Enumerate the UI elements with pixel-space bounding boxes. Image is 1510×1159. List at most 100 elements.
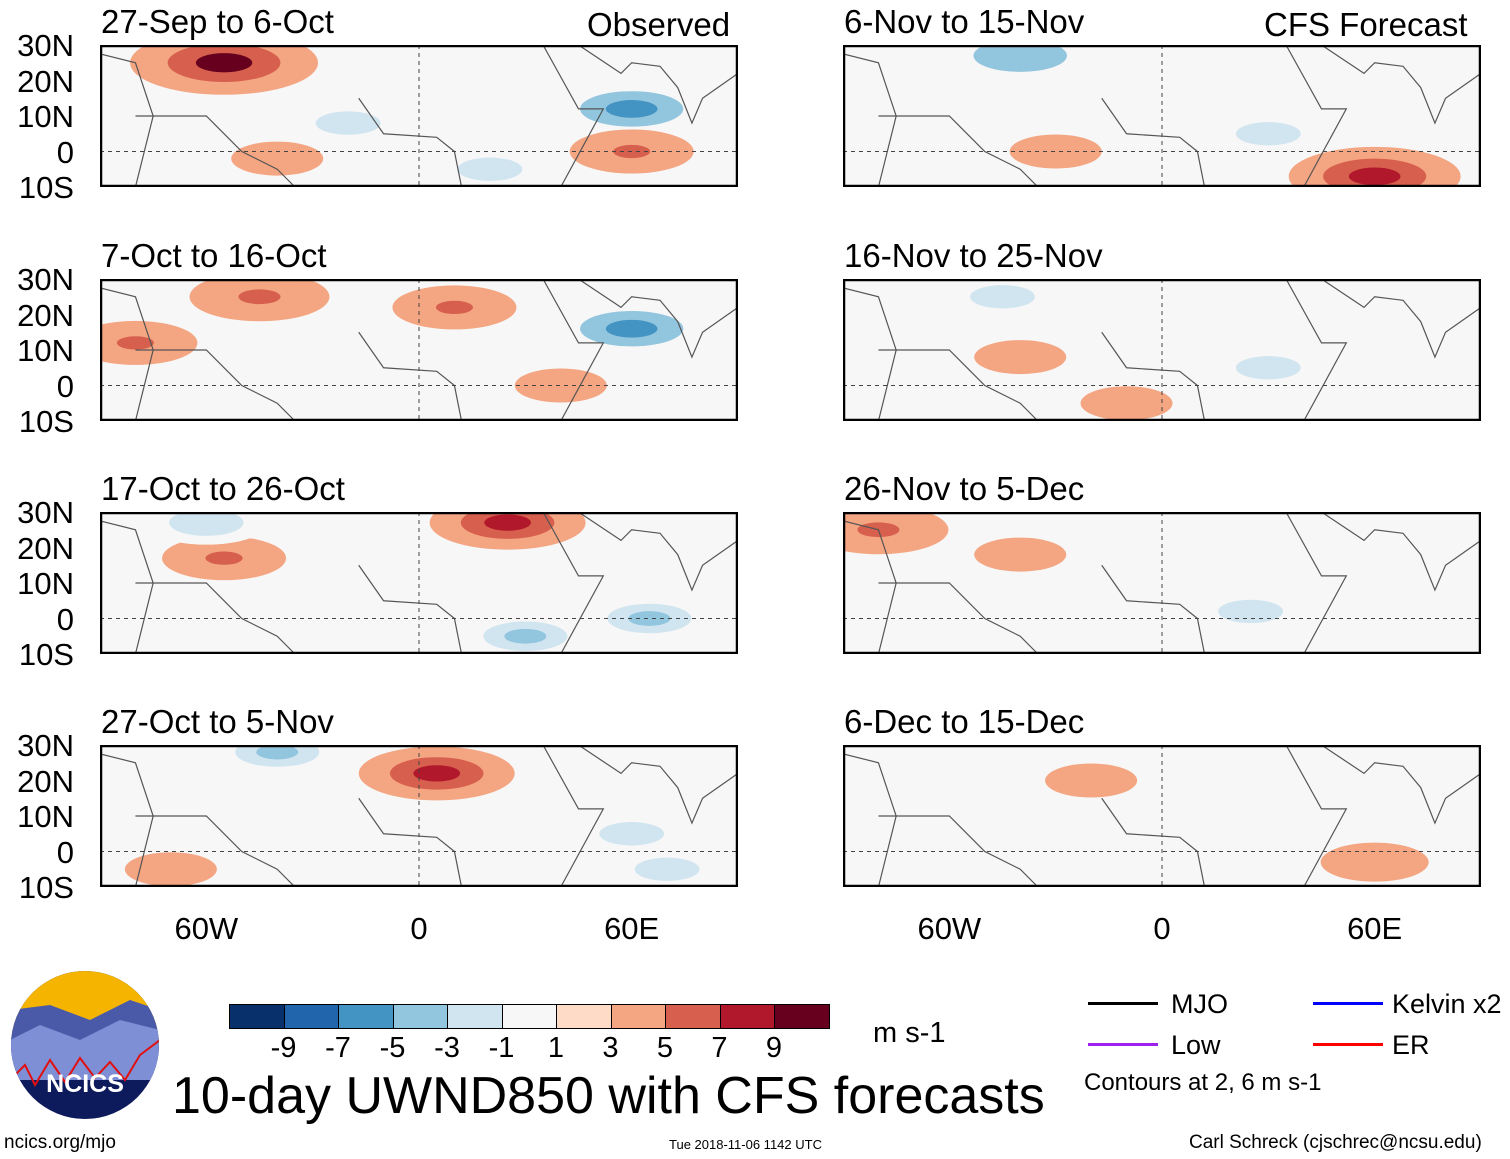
map-panel-forecast [843, 745, 1481, 887]
observed-label: Observed [587, 6, 731, 43]
coastline [135, 115, 296, 187]
x-tick-label: 60W [174, 911, 239, 946]
y-tick-label: 0 [56, 601, 74, 637]
wind-anomaly-blob [1252, 361, 1285, 374]
coastline [100, 753, 154, 887]
legend-label-low: Low [1171, 1030, 1221, 1060]
y-tick-label: 30N [17, 28, 74, 63]
wind-anomaly-blob [1358, 856, 1391, 868]
colorbar-swatch [557, 1005, 612, 1028]
site-link[interactable]: ncics.org/mjo [4, 1132, 116, 1153]
x-tick-label: 0 [410, 911, 428, 946]
legend-line-mjo [1088, 1002, 1158, 1005]
coastline [1126, 512, 1348, 654]
colorbar-swatch [230, 1005, 285, 1028]
wind-anomaly-blob [205, 551, 243, 565]
y-tick-label: 0 [56, 134, 74, 170]
y-tick-label: 30N [17, 495, 74, 530]
wind-anomaly-blob [1112, 398, 1141, 409]
wind-anomaly-blob [605, 100, 658, 118]
panel-title: 16-Nov to 25-Nov [844, 237, 1103, 274]
coastline [1321, 745, 1481, 825]
map-panel-observed [100, 45, 738, 187]
coastline [135, 582, 296, 654]
coastline [100, 287, 154, 421]
colorbar-tick-label: 7 [711, 1032, 728, 1064]
coastline [843, 287, 897, 421]
y-tick-label: 10N [17, 333, 74, 368]
colorbar-swatch [339, 1005, 394, 1028]
wind-anomaly-blob [650, 863, 684, 876]
legend-label-kelvin: Kelvin x2 [1392, 989, 1502, 1019]
wind-anomaly-blob [615, 827, 648, 840]
wind-anomaly-blob [1414, 362, 1442, 373]
coastline [358, 331, 463, 421]
y-tick-label: 0 [56, 834, 74, 870]
coastline [578, 279, 738, 359]
coastline [1321, 45, 1481, 125]
colorbar-tick-label: -9 [270, 1032, 297, 1064]
coastline [1321, 279, 1481, 359]
colorbar-tick-label: -5 [379, 1032, 406, 1064]
panel-frame [843, 279, 1481, 421]
coastline [383, 512, 605, 654]
panel-frame [843, 512, 1481, 654]
y-tick-label: 10S [18, 870, 74, 905]
wind-anomaly-blob [1252, 127, 1285, 140]
map-panel-forecast [843, 45, 1481, 187]
y-tick-label: 10S [18, 404, 74, 439]
panel-title: 17-Oct to 26-Oct [101, 470, 345, 507]
colorbar-tick-label: -7 [325, 1032, 351, 1064]
wind-anomaly-blob [157, 864, 185, 875]
legend-line-kelvin [1313, 1002, 1383, 1005]
panel-title: 26-Nov to 5-Dec [844, 470, 1085, 507]
legend-label-mjo: MJO [1171, 989, 1228, 1019]
x-tick-label: 0 [1153, 911, 1171, 946]
wind-anomaly-blob [986, 290, 1019, 303]
panel-title: 6-Dec to 15-Dec [844, 703, 1085, 740]
coastline [878, 349, 1039, 421]
wind-anomaly-blob [435, 300, 474, 314]
panel-frame [100, 745, 738, 887]
wind-anomaly-blob [1006, 549, 1035, 560]
colorbar [229, 1004, 830, 1029]
wind-anomaly-blob [605, 319, 658, 338]
coastline [1101, 97, 1206, 187]
coastline [843, 753, 897, 887]
y-tick-label: 10N [17, 566, 74, 601]
map-panel-observed [100, 512, 738, 654]
wind-anomaly-blob [413, 765, 461, 782]
colorbar-swatch [775, 1005, 829, 1028]
colorbar-tick-label: -3 [434, 1032, 460, 1064]
panel-frame [100, 45, 738, 187]
contours-note: Contours at 2, 6 m s-1 [1084, 1069, 1322, 1096]
x-tick-label: 60W [917, 911, 982, 946]
coastline [843, 53, 897, 187]
wind-anomaly-blob [256, 745, 299, 760]
author: Carl Schreck (cjschrec@ncsu.edu) [1189, 1132, 1482, 1153]
y-tick-label: 10N [17, 799, 74, 834]
colorbar-swatch [448, 1005, 503, 1028]
wind-anomaly-blob [1077, 775, 1105, 786]
y-tick-label: 20N [17, 297, 74, 333]
coastline [578, 745, 738, 825]
y-tick-label: 10N [17, 99, 74, 134]
wind-anomaly-blob [546, 380, 575, 391]
wind-anomaly-blob [238, 289, 281, 305]
coastline [135, 349, 296, 421]
coastline [358, 97, 463, 187]
wind-anomaly-blob [1234, 605, 1267, 618]
wind-anomaly-blob [1006, 352, 1035, 363]
wind-anomaly-blob [628, 611, 671, 626]
coastline [1101, 331, 1206, 421]
wind-anomaly-blob [504, 628, 547, 644]
y-tick-label: 30N [17, 728, 74, 763]
wind-anomaly-blob [1360, 624, 1389, 635]
coastline [135, 815, 296, 887]
panel-frame [843, 45, 1481, 187]
coastline [358, 797, 463, 887]
coastline [1126, 745, 1348, 887]
figure-title: 10-day UWND850 with CFS forecasts [172, 1067, 1045, 1125]
x-tick-label: 60E [604, 911, 660, 946]
legend-label-er: ER [1392, 1030, 1430, 1060]
